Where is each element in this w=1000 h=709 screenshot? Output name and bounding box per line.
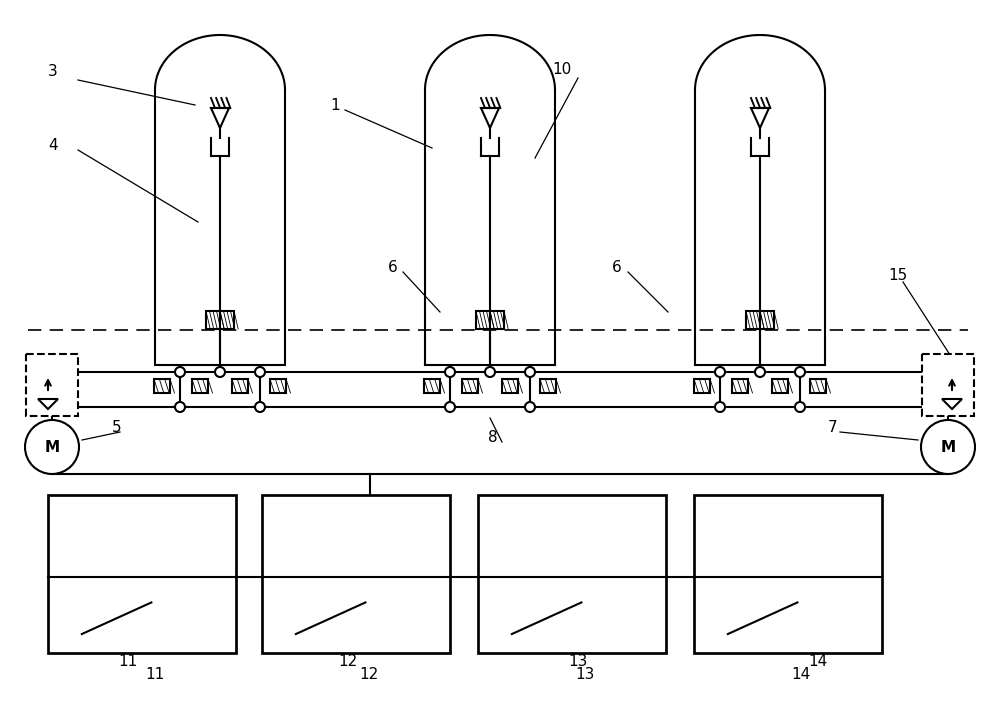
Bar (478, 495, 666, 653)
Bar (220, 311, 234, 329)
Bar (192, 379, 208, 393)
Bar (476, 311, 490, 329)
Text: 8: 8 (488, 430, 498, 445)
Text: M: M (44, 440, 60, 454)
Text: 4: 4 (48, 138, 58, 152)
Circle shape (715, 402, 725, 412)
Circle shape (755, 367, 765, 377)
Bar (262, 495, 450, 653)
Bar (26, 354, 78, 416)
Circle shape (25, 420, 79, 474)
Text: 13: 13 (568, 654, 587, 669)
Circle shape (795, 402, 805, 412)
Text: 14: 14 (792, 667, 811, 682)
Circle shape (255, 367, 265, 377)
Circle shape (921, 420, 975, 474)
Bar (232, 379, 248, 393)
Bar (922, 354, 974, 416)
Text: 6: 6 (612, 260, 622, 276)
Bar (48, 495, 236, 653)
Bar (270, 379, 286, 393)
Text: 1: 1 (330, 98, 340, 113)
Text: 11: 11 (146, 667, 165, 682)
Bar (154, 379, 170, 393)
Text: 6: 6 (388, 260, 398, 276)
Circle shape (715, 367, 725, 377)
Bar (206, 311, 220, 329)
Circle shape (445, 367, 455, 377)
Bar (694, 379, 710, 393)
Text: 12: 12 (360, 667, 379, 682)
Bar (502, 379, 518, 393)
Bar (424, 379, 440, 393)
Bar (732, 379, 748, 393)
Text: 14: 14 (808, 654, 827, 669)
Circle shape (445, 402, 455, 412)
Circle shape (175, 367, 185, 377)
Text: 13: 13 (576, 667, 595, 682)
Bar (746, 311, 760, 329)
Circle shape (525, 402, 535, 412)
Text: 12: 12 (338, 654, 357, 669)
Bar (760, 311, 774, 329)
Text: 15: 15 (888, 267, 907, 282)
Text: 10: 10 (552, 62, 571, 77)
Bar (810, 379, 826, 393)
Circle shape (795, 367, 805, 377)
Circle shape (215, 367, 225, 377)
Circle shape (255, 402, 265, 412)
Bar (540, 379, 556, 393)
Text: 3: 3 (48, 65, 58, 79)
Text: 11: 11 (118, 654, 137, 669)
Bar (772, 379, 788, 393)
Text: M: M (940, 440, 956, 454)
Bar (694, 495, 882, 653)
Circle shape (525, 367, 535, 377)
Text: 7: 7 (828, 420, 838, 435)
Circle shape (485, 367, 495, 377)
Text: 5: 5 (112, 420, 122, 435)
Bar (490, 311, 504, 329)
Circle shape (175, 402, 185, 412)
Bar (462, 379, 478, 393)
